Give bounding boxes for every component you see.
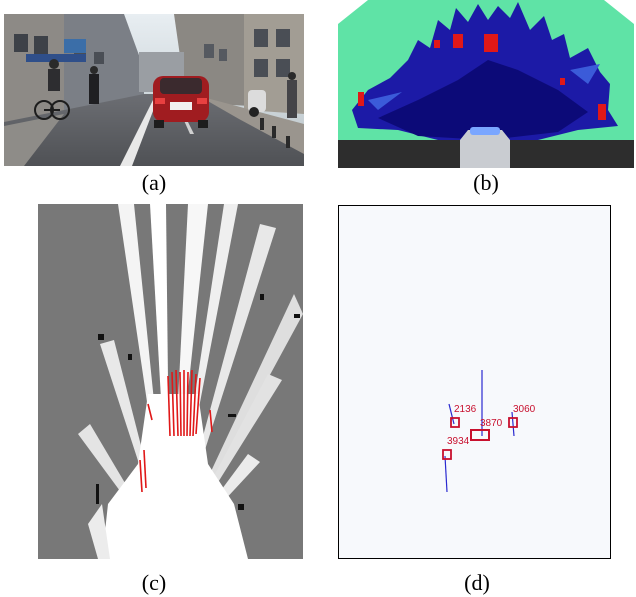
track-label-3934: 3934 — [447, 436, 470, 447]
street-scene-image — [4, 14, 304, 166]
occupancy-colormap-image — [338, 0, 634, 168]
track-label-3870: 3870 — [480, 418, 503, 429]
track-label-3060: 3060 — [513, 404, 536, 415]
grayscale-occupancy-image — [38, 204, 303, 559]
track-label-2136: 2136 — [454, 404, 477, 415]
caption-b: (b) — [473, 170, 499, 195]
tracked-objects-plot: 2136 3060 3870 3934 — [338, 205, 611, 559]
caption-c: (c) — [141, 570, 167, 595]
caption-a: (a) — [141, 170, 167, 195]
caption-d: (d) — [464, 570, 490, 595]
